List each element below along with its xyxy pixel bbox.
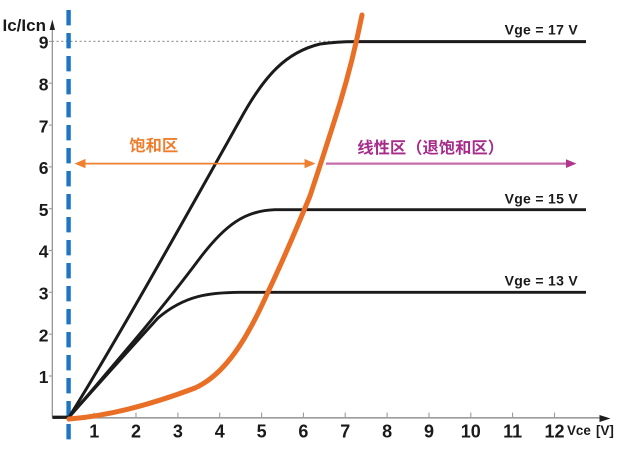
svg-text:Vge = 17 V: Vge = 17 V (505, 21, 579, 37)
svg-text:1: 1 (39, 367, 49, 387)
svg-text:4: 4 (39, 242, 49, 262)
svg-text:9: 9 (39, 33, 49, 53)
svg-text:Vge = 13 V: Vge = 13 V (505, 272, 579, 288)
svg-text:6: 6 (298, 422, 308, 442)
svg-text:2: 2 (39, 325, 49, 345)
svg-text:8: 8 (39, 74, 49, 94)
svg-text:4: 4 (215, 422, 225, 442)
svg-text:7: 7 (39, 116, 49, 136)
svg-text:5: 5 (257, 422, 267, 442)
svg-text:3: 3 (173, 422, 183, 442)
svg-text:Ic/Icn: Ic/Icn (3, 16, 46, 35)
svg-text:9: 9 (424, 422, 434, 442)
svg-text:Vce: Vce (567, 423, 591, 438)
svg-text:10: 10 (461, 422, 481, 442)
svg-text:[V]: [V] (596, 423, 614, 438)
svg-text:12: 12 (544, 422, 564, 442)
svg-text:3: 3 (39, 284, 49, 304)
svg-text:1: 1 (89, 422, 99, 442)
svg-text:8: 8 (382, 422, 392, 442)
svg-text:11: 11 (503, 422, 522, 442)
svg-text:Vge = 15 V: Vge = 15 V (505, 190, 579, 206)
svg-text:7: 7 (340, 422, 350, 442)
svg-text:6: 6 (39, 158, 49, 178)
svg-text:2: 2 (131, 422, 141, 442)
svg-text:5: 5 (39, 200, 49, 220)
